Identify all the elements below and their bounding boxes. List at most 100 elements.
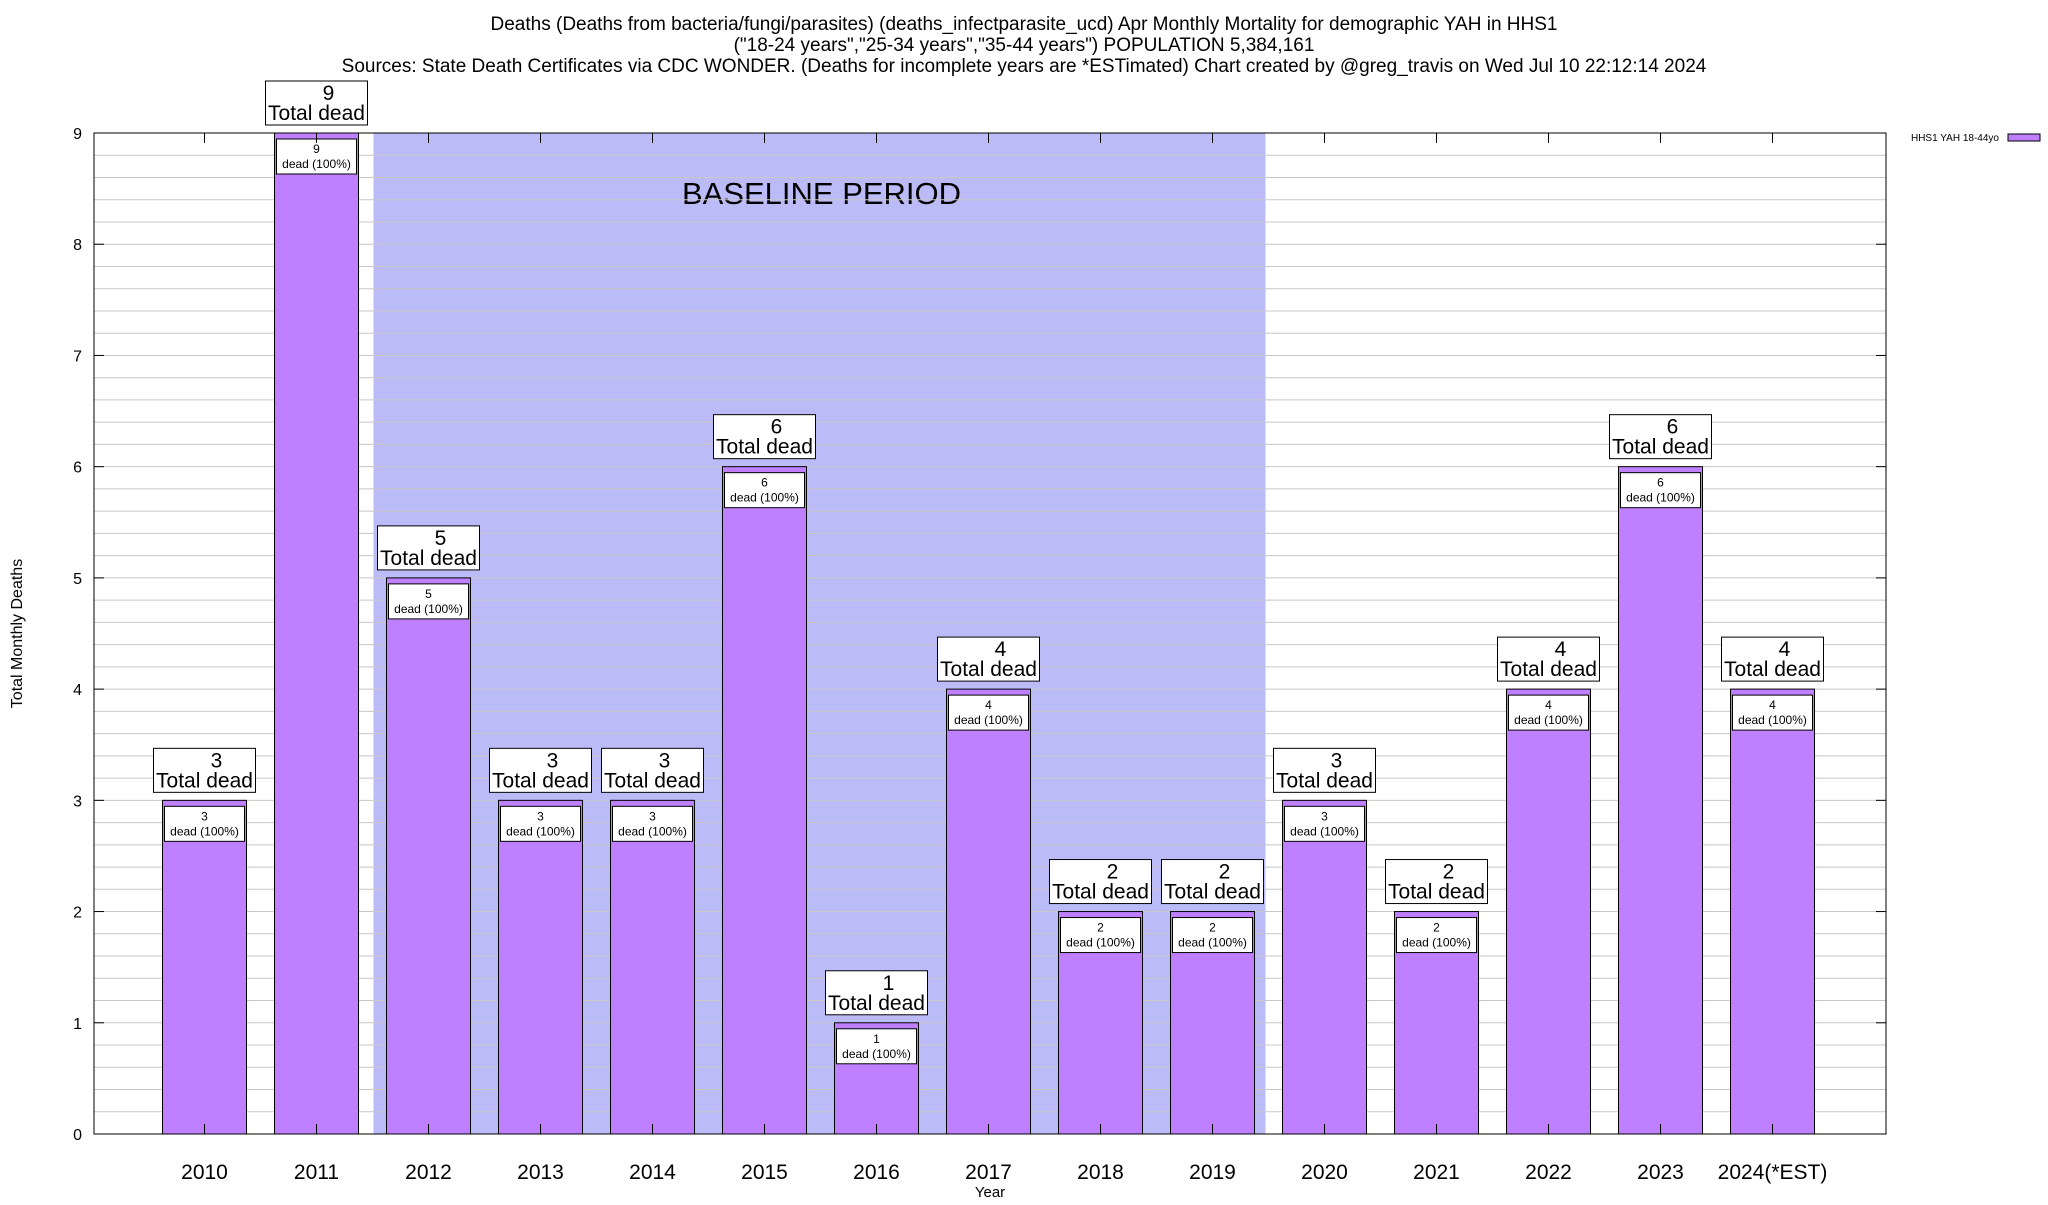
x-tick-label: 2014 <box>629 1161 676 1184</box>
inner-label-text: dead (100%) <box>170 824 239 838</box>
inner-label-text: dead (100%) <box>1066 936 1135 950</box>
inner-label-box <box>948 694 1029 731</box>
total-label-value: 6 <box>1667 416 1679 439</box>
bar-2015 <box>722 466 807 1135</box>
legend-entry-swatch <box>2007 133 2041 142</box>
inner-label-value: 1 <box>873 1032 880 1046</box>
x-tick-label: 2018 <box>1077 1161 1124 1184</box>
x-tick-label: 2012 <box>405 1161 452 1184</box>
total-label-value: 2 <box>1107 861 1119 884</box>
bar-2014 <box>610 799 695 1135</box>
total-label-value: 3 <box>659 749 671 772</box>
x-axis-label: Year <box>975 1184 1005 1200</box>
x-tick-label: 2010 <box>181 1161 228 1184</box>
total-label-text: Total dead <box>1724 658 1821 681</box>
inner-label-value: 3 <box>537 809 544 823</box>
total-label-value: 5 <box>435 527 447 550</box>
total-label-value: 4 <box>1779 638 1791 661</box>
inner-label-text: dead (100%) <box>618 824 687 838</box>
title-line-3: Sources: State Death Certificates via CD… <box>342 56 1707 77</box>
inner-label-box <box>1620 472 1701 509</box>
y-tick-label: 0 <box>73 1127 82 1144</box>
inner-label-value: 3 <box>649 809 656 823</box>
total-label-value: 9 <box>323 82 335 105</box>
inner-label-box <box>1508 694 1589 731</box>
y-tick-label: 7 <box>73 348 82 365</box>
total-label-box <box>1609 414 1712 460</box>
total-label-text: Total dead <box>940 658 1037 681</box>
inner-label-value: 4 <box>985 698 992 712</box>
bar-2013 <box>498 799 583 1135</box>
inner-label-value: 2 <box>1209 921 1216 935</box>
inner-label-box <box>1284 805 1365 842</box>
total-label-value: 1 <box>883 972 895 995</box>
title-line-1: Deaths (Deaths from bacteria/fungi/paras… <box>491 14 1558 35</box>
total-label-box <box>377 525 480 571</box>
x-tick-label: 2020 <box>1301 1161 1348 1184</box>
inner-label-value: 9 <box>313 142 320 156</box>
total-label-text: Total dead <box>1276 769 1373 792</box>
total-label-box <box>825 970 928 1016</box>
bar-2012 <box>386 577 471 1135</box>
total-label-box <box>1161 859 1264 905</box>
total-label-box <box>601 747 704 793</box>
x-tick-label: 2024(*EST) <box>1718 1161 1828 1184</box>
inner-label-text: dead (100%) <box>1178 936 1247 950</box>
inner-label-value: 6 <box>761 476 768 490</box>
total-label-text: Total dead <box>604 769 701 792</box>
bar-2017 <box>946 688 1031 1135</box>
total-label-box <box>1385 859 1488 905</box>
title-line-2: ("18-24 years","25-34 years","35-44 year… <box>734 35 1315 56</box>
inner-label-text: dead (100%) <box>282 157 351 171</box>
y-tick-label: 4 <box>73 682 82 699</box>
total-label-value: 6 <box>771 416 783 439</box>
total-label-text: Total dead <box>1164 881 1261 904</box>
total-label-box <box>713 414 816 460</box>
total-label-box <box>937 636 1040 682</box>
inner-label-box <box>1060 917 1141 954</box>
bar-2023 <box>1618 466 1703 1135</box>
total-label-text: Total dead <box>828 992 925 1015</box>
y-tick-label: 1 <box>73 1016 82 1033</box>
x-tick-label: 2016 <box>853 1161 900 1184</box>
total-label-box <box>1497 636 1600 682</box>
total-label-text: Total dead <box>1388 881 1485 904</box>
y-tick-label: 8 <box>73 237 82 254</box>
inner-label-box <box>724 472 805 509</box>
y-tick-label: 2 <box>73 905 82 922</box>
baseline-band-label: BASELINE PERIOD <box>682 176 961 211</box>
inner-label-text: dead (100%) <box>954 713 1023 727</box>
inner-label-value: 3 <box>1321 809 1328 823</box>
total-label-text: Total dead <box>716 436 813 459</box>
inner-label-box <box>1396 917 1477 954</box>
inner-label-text: dead (100%) <box>730 491 799 505</box>
y-tick-label: 5 <box>73 571 82 588</box>
inner-label-text: dead (100%) <box>394 602 463 616</box>
inner-label-box <box>276 138 357 175</box>
inner-label-text: dead (100%) <box>506 824 575 838</box>
total-label-text: Total dead <box>1500 658 1597 681</box>
x-tick-label: 2013 <box>517 1161 564 1184</box>
inner-label-value: 3 <box>201 809 208 823</box>
inner-label-value: 2 <box>1097 921 1104 935</box>
total-label-text: Total dead <box>380 547 477 570</box>
inner-label-box <box>164 805 245 842</box>
total-label-box <box>1049 859 1152 905</box>
total-label-box <box>1721 636 1824 682</box>
total-label-box <box>153 747 256 793</box>
inner-label-box <box>1732 694 1813 731</box>
bar-2010 <box>162 799 247 1135</box>
x-tick-label: 2015 <box>741 1161 788 1184</box>
inner-label-box <box>612 805 693 842</box>
bars-layer <box>162 132 1815 1135</box>
total-label-value: 3 <box>211 749 223 772</box>
x-tick-label: 2017 <box>965 1161 1012 1184</box>
y-tick-label: 3 <box>73 793 82 810</box>
inner-label-box <box>836 1028 917 1065</box>
total-label-value: 3 <box>1331 749 1343 772</box>
inner-label-text: dead (100%) <box>1290 824 1359 838</box>
bar-2022 <box>1506 688 1591 1135</box>
inner-label-box <box>500 805 581 842</box>
